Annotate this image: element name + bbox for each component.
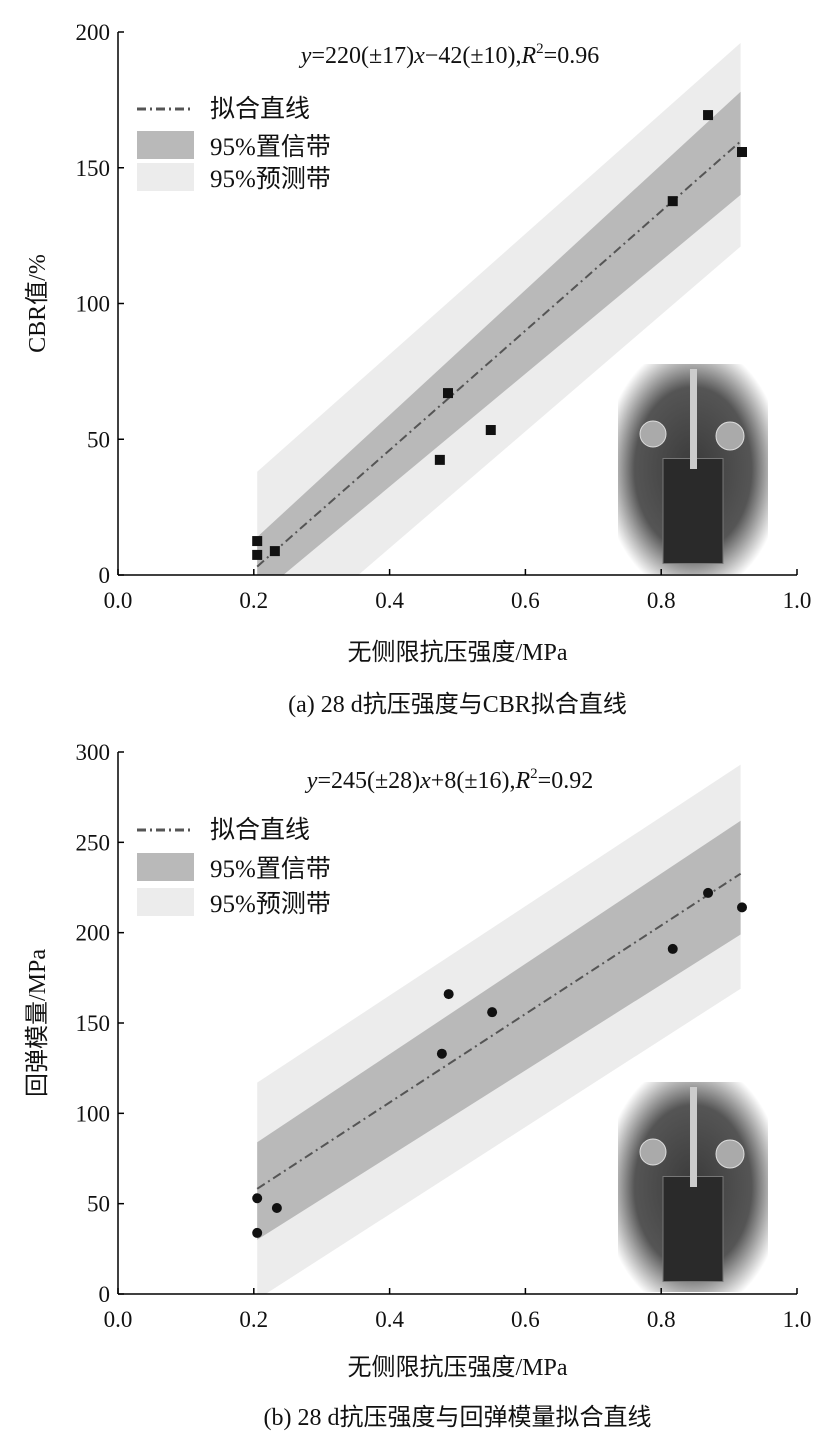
x-tick-label: 0.0 [104,588,133,613]
eq-slope: =220(±17) [311,43,414,69]
legend-label: 95%置信带 [210,133,331,161]
data-point [436,1048,447,1059]
chart-caption: (a) 28 d抗压强度与CBR拟合直线 [288,691,627,718]
legend-label: 95%预测带 [210,165,331,193]
data-point [487,1007,498,1018]
fit-line [256,140,742,568]
legend-label: 拟合直线 [210,95,310,123]
inset-photo [618,1082,768,1292]
legend-prediction-swatch [137,163,194,191]
x-tick-label: 0.8 [647,588,676,613]
x-axis-label: 无侧限抗压强度/MPa [347,639,567,666]
fit-equation: y=220(±17)x−42(±10),R2=0.96 [299,41,599,69]
eq-x: x [413,43,425,69]
data-point [442,388,453,399]
y-tick-label: 200 [76,20,111,45]
data-point [703,110,714,121]
data-point [252,549,263,560]
x-axis-label: 无侧限抗压强度/MPa [347,1354,567,1381]
legend-label: 95%置信带 [210,855,331,883]
data-point [252,536,263,547]
chart-caption: (b) 28 d抗压强度与回弹模量拟合直线 [264,1404,652,1431]
photo-gauge-left [639,1138,667,1166]
x-tick-label: 0.4 [375,1307,404,1332]
photo-gauge-right [715,421,745,451]
photo-gauge-left [639,420,667,448]
confidence-band [257,91,741,575]
legend-label: 拟合直线 [210,816,310,844]
x-tick-label: 0.0 [104,1307,133,1332]
x-tick-label: 0.2 [239,588,268,613]
y-tick-label: 50 [87,1192,110,1217]
data-point [667,943,678,954]
y-tick-label: 250 [76,830,111,855]
data-point [737,147,748,158]
fit-equation: y=245(±28)x+8(±16),R2=0.92 [305,766,593,794]
plot-area [256,42,742,575]
legend: 拟合直线 95%置信带 95%预测带 [137,816,331,918]
legend-label: 95%预测带 [210,890,331,918]
photo-rod [690,1087,697,1187]
y-tick-label: 300 [76,740,111,765]
legend-prediction-swatch [137,888,194,916]
legend: 拟合直线 95%置信带 95%预测带 [137,95,331,193]
chart-b: 0.0 0.2 0.4 0.6 0.8 1.0 0 50 100 150 200 250 300 无侧限抗… [24,740,811,1431]
data-point [485,425,496,436]
y-tick-label: 200 [76,921,111,946]
y-tick-label: 50 [87,427,110,452]
y-axis-label: CBR值/% [24,254,51,353]
eq-sup: 2 [536,41,544,57]
y-axis-label: 回弹模量/MPa [24,949,51,1097]
eq-slope: =245(±28) [317,768,420,794]
photo-cylinder [662,458,724,564]
chart-a: 0.0 0.2 0.4 0.6 0.8 1.0 0 50 100 150 200 无侧限抗压强度/MP… [24,20,811,718]
y-tick-label: 0 [99,1282,111,1307]
photo-rod [690,369,697,469]
eq-sup: 2 [530,766,538,782]
y-tick-label: 150 [76,156,111,181]
fit-line [256,872,742,1190]
data-point [271,1203,282,1214]
data-point [252,1193,263,1204]
eq-y: y [305,768,318,794]
eq-r: R [515,768,531,794]
eq-r2: =0.96 [544,43,600,69]
x-tick-label: 1.0 [783,588,812,613]
eq-r2: =0.92 [538,768,594,794]
eq-intercept: −42(±10), [425,43,522,69]
x-tick-label: 0.2 [239,1307,268,1332]
x-tick-label: 0.6 [511,588,540,613]
data-point [252,1227,263,1238]
plot-area [256,764,742,1294]
data-point [737,902,748,913]
eq-r: R [521,43,537,69]
y-tick-label: 100 [76,292,111,317]
data-point [269,546,280,557]
legend-confidence-swatch [137,131,194,159]
eq-intercept: +8(±16), [431,768,516,794]
data-point [703,887,714,898]
eq-y: y [299,43,312,69]
photo-gauge-right [715,1139,745,1169]
inset-photo [618,364,768,574]
photo-cylinder [662,1176,724,1282]
eq-x: x [419,768,431,794]
data-point [667,196,678,207]
data-point [434,454,445,465]
y-tick-label: 0 [99,563,111,588]
legend-confidence-swatch [137,853,194,881]
x-tick-label: 0.4 [375,588,404,613]
y-tick-label: 150 [76,1011,111,1036]
data-point [443,989,454,1000]
x-tick-label: 1.0 [783,1307,812,1332]
x-tick-label: 0.6 [511,1307,540,1332]
x-tick-label: 0.8 [647,1307,676,1332]
y-tick-label: 100 [76,1101,111,1126]
